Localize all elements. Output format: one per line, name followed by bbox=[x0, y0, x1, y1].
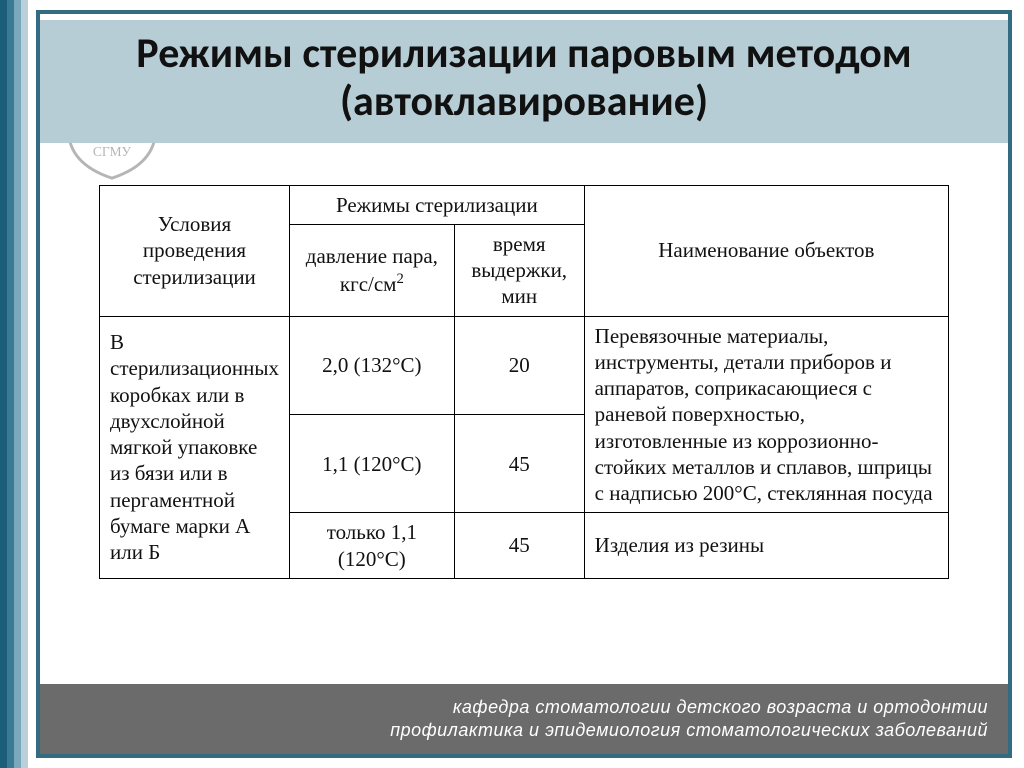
cell-conditions: В стерилизационных коробках или в двухсл… bbox=[100, 316, 290, 578]
cell-time: 45 bbox=[454, 513, 584, 579]
title-band: Режимы стерилизации паровым методом (авт… bbox=[40, 20, 1008, 143]
th-time: время выдержки, мин bbox=[454, 224, 584, 316]
cell-objects: Изделия из резины bbox=[584, 513, 948, 579]
footer-line-1: кафедра стоматологии детского возраста и… bbox=[453, 697, 988, 718]
slide-title: Режимы стерилизации паровым методом (авт… bbox=[52, 30, 996, 127]
cell-objects: Перевязочные материалы, инструменты, дет… bbox=[584, 316, 948, 513]
svg-text:СГМУ: СГМУ bbox=[93, 144, 132, 159]
cell-pressure: 2,0 (132°C) bbox=[289, 316, 454, 414]
left-accent-stripes bbox=[0, 0, 28, 768]
slide-frame: СГМУ Режимы стерилизации паровым методом… bbox=[36, 10, 1012, 758]
th-modes-group: Режимы стерилизации bbox=[289, 185, 584, 224]
th-pressure: давление пара, кгс/см2 bbox=[289, 224, 454, 316]
th-conditions: Условия проведения стерилизации bbox=[100, 185, 290, 316]
table-row: В стерилизационных коробках или в двухсл… bbox=[100, 316, 949, 414]
cell-time: 20 bbox=[454, 316, 584, 414]
th-objects: Наименование объектов bbox=[584, 185, 948, 316]
footer-band: кафедра стоматологии детского возраста и… bbox=[40, 684, 1008, 754]
cell-time: 45 bbox=[454, 414, 584, 512]
footer-line-2: профилактика и эпидемиология стоматологи… bbox=[390, 720, 988, 741]
sterilization-modes-table: Условия проведения стерилизации Режимы с… bbox=[99, 185, 949, 579]
cell-pressure: только 1,1 (120°C) bbox=[289, 513, 454, 579]
cell-pressure: 1,1 (120°C) bbox=[289, 414, 454, 512]
